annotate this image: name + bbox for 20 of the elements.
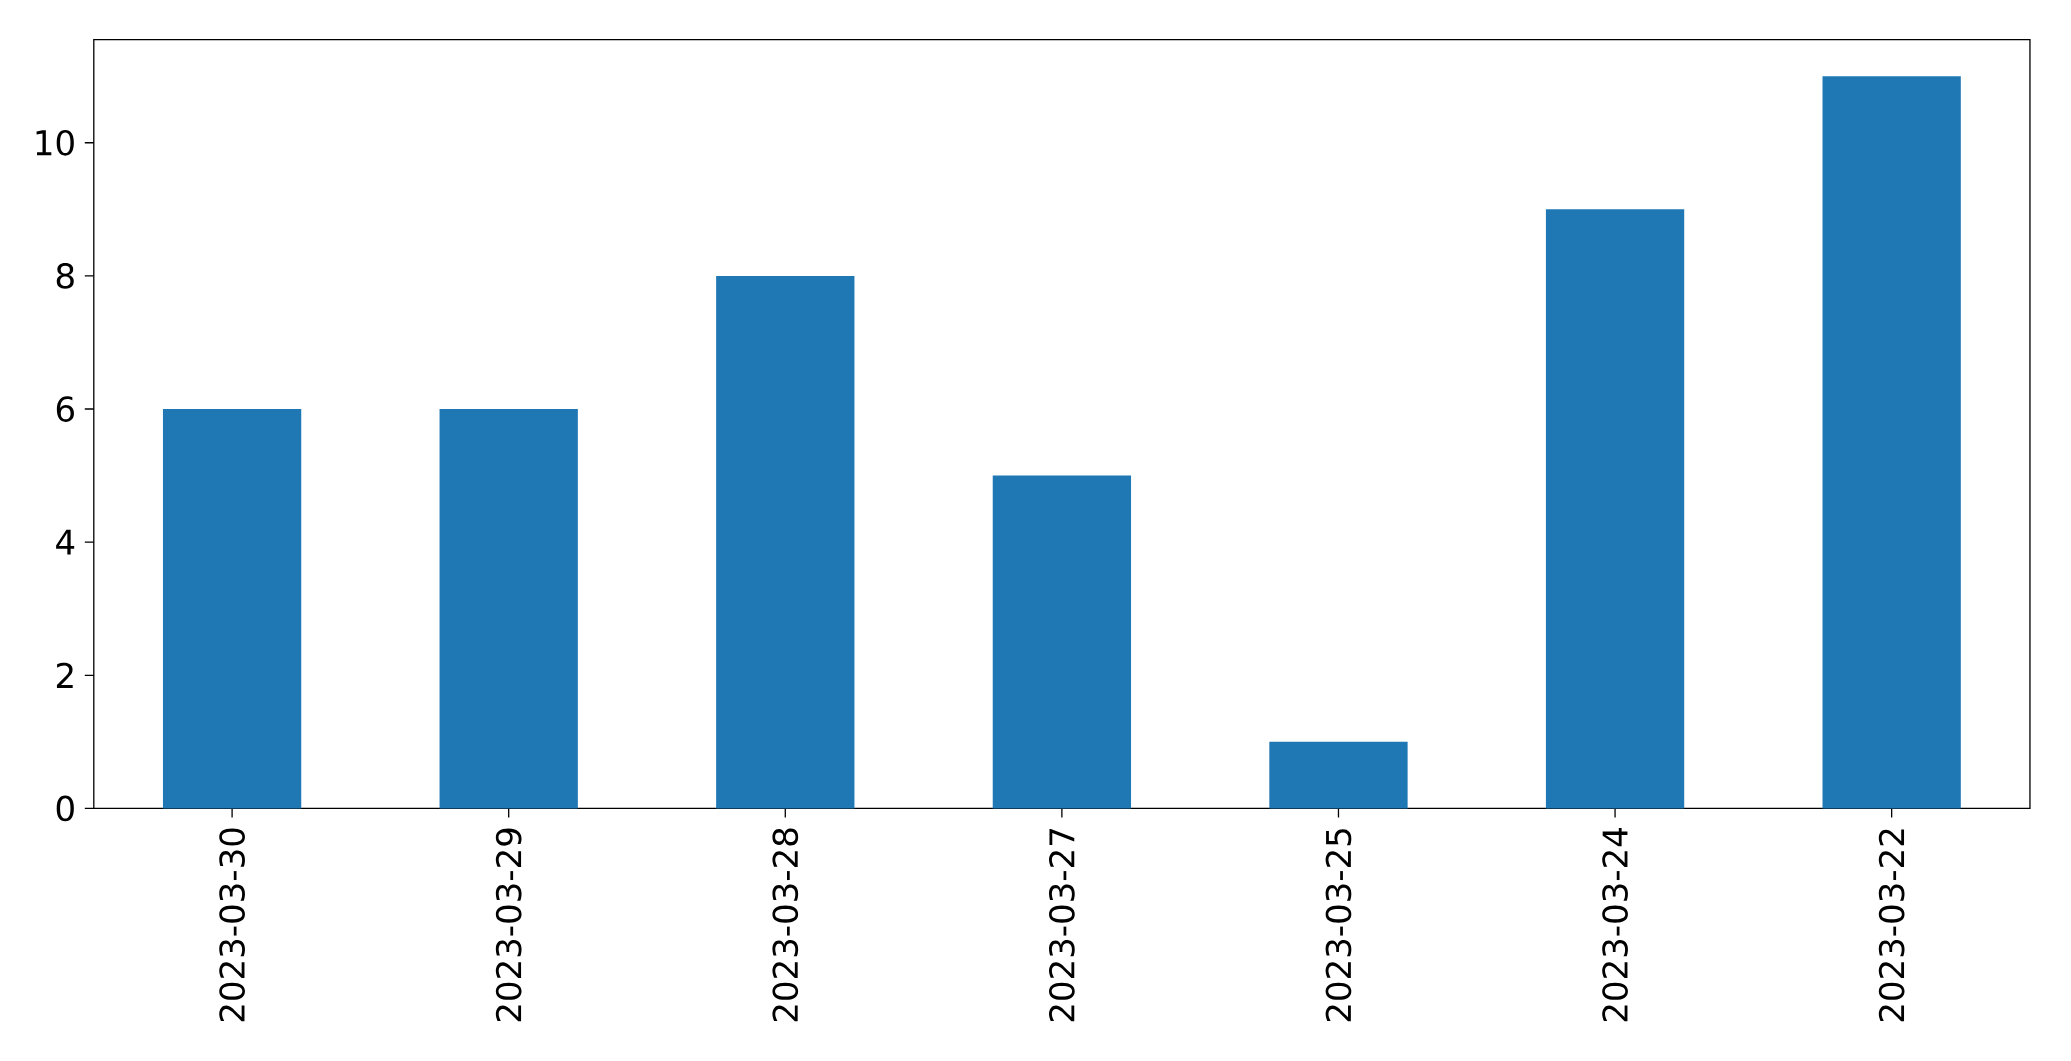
x-tick-label: 2023-03-24 [1602, 828, 1628, 1022]
x-tick-label: 2023-03-27 [1049, 829, 1075, 1022]
x-tick-label: 2023-03-29 [495, 828, 522, 1022]
y-tick-label: 10 [36, 129, 74, 156]
y-tick-label: 6 [56, 396, 74, 422]
y-tick-label: 8 [56, 263, 74, 289]
y-tick-label: 2 [56, 662, 73, 688]
bar [439, 409, 578, 809]
x-tick-label: 2023-03-30 [219, 828, 245, 1022]
bar [1822, 76, 1961, 809]
bar [992, 475, 1132, 809]
y-tick-label: 4 [56, 529, 75, 555]
bar [1269, 741, 1408, 809]
y-tick-label: 0 [56, 795, 74, 822]
x-tick-label: 2023-03-22 [1878, 829, 1905, 1022]
bar [716, 275, 855, 809]
bar [1545, 209, 1685, 809]
x-tick-label: 2023-03-28 [772, 828, 799, 1022]
x-tick-label: 2023-03-25 [1325, 829, 1352, 1022]
bar [162, 409, 302, 809]
